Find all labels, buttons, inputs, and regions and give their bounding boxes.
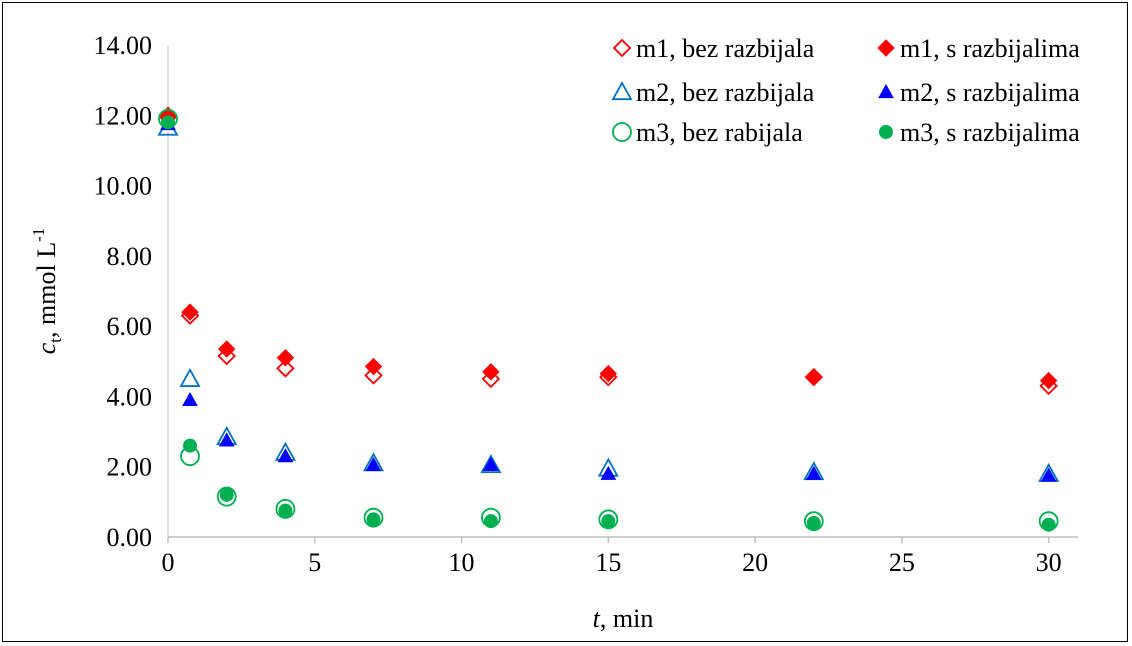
data-point <box>600 465 617 480</box>
x-title-var: t <box>593 604 601 633</box>
y-title-unit: , mmol L <box>32 242 61 338</box>
data-point <box>364 366 383 385</box>
legend-label: m2, bez razbijala <box>636 78 815 107</box>
legend-item: m1, s razbijalima <box>877 34 1080 63</box>
y-axis-title: ct, mmol L-1 <box>29 228 65 355</box>
data-point <box>365 456 382 472</box>
data-point <box>183 438 198 453</box>
data-point <box>482 363 500 381</box>
x-tick-label: 20 <box>742 548 768 577</box>
data-point <box>806 515 821 530</box>
x-tick-label: 15 <box>595 548 621 577</box>
legend-label: m3, s razbijalima <box>900 118 1080 147</box>
legend-item: m1, bez razbijala <box>612 34 815 63</box>
data-point <box>803 511 824 532</box>
x-tick-label: 5 <box>308 548 321 577</box>
data-point <box>161 115 175 130</box>
data-point <box>805 368 823 386</box>
data-point <box>1041 517 1056 532</box>
data-point <box>218 432 235 447</box>
legend-label: m1, bez razbijala <box>636 34 815 63</box>
legend-marker <box>877 39 895 57</box>
y-tick-label: 8.00 <box>107 242 153 271</box>
data-point <box>1039 371 1058 390</box>
axes: 0.00 2.00 4.00 6.00 8.00 10.00 12.00 14.00 0 5 10 1… <box>94 31 1078 577</box>
y-tick-label: 4.00 <box>107 382 153 411</box>
data-point <box>181 303 199 321</box>
legend-label: m3, bez rabijala <box>636 118 803 147</box>
series-4 <box>160 116 1057 482</box>
data-point <box>1040 467 1057 482</box>
legend-marker <box>879 125 893 139</box>
series-6 <box>161 115 1056 532</box>
legend-marker <box>612 38 632 58</box>
legend-item: m3, bez rabijala <box>612 118 803 147</box>
legend-label: m2, s razbijalima <box>900 78 1080 107</box>
data-point <box>277 448 294 463</box>
x-axis-title: t, min <box>593 604 654 633</box>
legend-item: m3, s razbijalima <box>879 118 1080 147</box>
x-tick-label: 10 <box>449 548 475 577</box>
legend-item: m2, s razbijalima <box>878 78 1080 107</box>
y-title-var: c <box>32 342 61 354</box>
data-point <box>483 514 498 529</box>
x-tick-label: 0 <box>162 548 175 577</box>
data-point <box>216 486 237 507</box>
y-title-sub: t <box>46 338 65 343</box>
data-point <box>480 454 502 474</box>
series-3 <box>157 116 1060 482</box>
data-point <box>599 364 618 383</box>
legend-marker <box>878 83 894 99</box>
data-point <box>182 391 198 407</box>
data-point <box>805 465 822 480</box>
x-title-unit: , min <box>600 604 653 633</box>
legend-label: m1, s razbijalima <box>900 34 1080 63</box>
legend-marker <box>611 81 633 101</box>
y-tick-label: 10.00 <box>94 172 153 201</box>
data-point <box>601 514 616 529</box>
y-tick-label: 0.00 <box>107 523 153 552</box>
data-point <box>481 369 501 389</box>
y-tick-label: 14.00 <box>94 31 153 60</box>
x-tick-label: 30 <box>1036 548 1062 577</box>
data-point <box>366 512 381 527</box>
legend-marker <box>612 122 632 142</box>
y-tick-label: 12.00 <box>94 101 153 130</box>
series-1 <box>158 107 1058 396</box>
data-point <box>278 503 293 518</box>
data-point <box>179 368 201 387</box>
data-point <box>218 340 236 358</box>
y-tick-label: 6.00 <box>107 312 153 341</box>
data-point <box>598 509 619 530</box>
data-point <box>276 349 295 367</box>
y-tick-label: 2.00 <box>107 453 153 482</box>
series-2 <box>159 106 1058 390</box>
data-point <box>275 498 296 519</box>
data-point <box>219 487 234 502</box>
data-point <box>364 357 383 376</box>
data-point <box>217 346 236 366</box>
y-title-sup: -1 <box>29 228 48 242</box>
data-point <box>363 507 384 528</box>
data-point <box>483 456 499 472</box>
x-tick-label: 25 <box>889 548 915 577</box>
data-point <box>276 359 295 378</box>
legend-item: m2, bez razbijala <box>611 78 815 107</box>
plot-area <box>157 106 1060 532</box>
legend: m1, bez razbijala m1, s razbijalima m2, be… <box>611 34 1080 147</box>
